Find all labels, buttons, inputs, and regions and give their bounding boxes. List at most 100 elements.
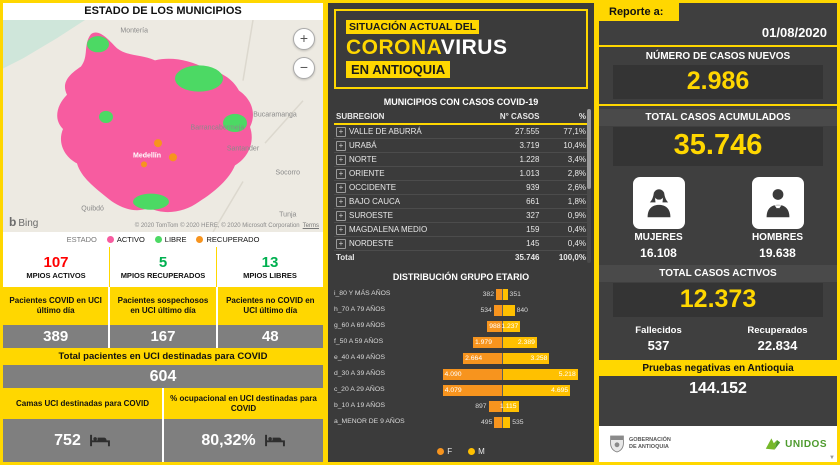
bar-male[interactable]: 2.389 [502,336,537,348]
recuperados-col: Recuperados 22.834 [718,325,837,353]
bed-icon [264,434,285,447]
bar-female[interactable]: 988 [487,320,502,332]
male-half: 535 [501,416,589,428]
subregion-cases: 3.719 [476,138,542,153]
bar-value: 897 [475,402,487,410]
terms-link[interactable]: Terms [302,223,319,229]
bar-value: 4.090 [444,370,462,378]
subregion-row[interactable]: + NORTE 1.228 3,4% [334,152,588,167]
subregion-name: NORTE [349,154,377,164]
subregion-row[interactable]: + OCCIDENTE 939 2,6% [334,180,588,195]
bar-male[interactable]: 3.258 [502,352,550,364]
legend-item-m[interactable]: M [468,447,485,456]
subregion-row[interactable]: + URABÁ 3.719 10,4% [334,138,588,153]
legend-item-recuperado[interactable]: RECUPERADO [196,235,259,244]
expand-icon[interactable]: + [336,126,346,137]
legend-item-f[interactable]: F [437,447,452,456]
expand-icon[interactable]: + [336,182,346,193]
female-half: 4.090 [416,368,502,380]
uci-no-covid-label: Pacientes no COVID en UCI último día [217,287,323,325]
expand-icon[interactable]: + [336,224,346,235]
age-group-label: f_50 A 59 AÑOS [334,337,384,345]
legend-item-libre[interactable]: LIBRE [154,235,186,244]
bar-male[interactable]: 4.695 [502,384,571,396]
camas-value: 752 [54,431,81,449]
bar-male[interactable]: 5.218 [502,368,578,380]
col-pct: % [541,110,588,125]
gov-line1: GOBERNACIÓN [629,437,671,444]
scrollbar-thumb[interactable] [587,109,591,190]
subregion-row[interactable]: + ORIENTE 1.013 2,8% [334,166,588,181]
legend-f-label: F [447,447,453,456]
antioquia-map[interactable]: + − b Bing © 2020 TomTom © 2020 HERE, © 2… [3,20,323,232]
ocupacion-label: % ocupacional en UCI destinadas para COV… [164,388,323,419]
stat-label: MPIOS LIBRES [243,270,297,280]
age-group-label: a_MENOR DE 9 AÑOS [334,417,405,425]
subregion-row[interactable]: + NORDESTE 145 0,4% [334,236,588,251]
chevron-down-icon[interactable]: ▼ [829,455,835,461]
bar-female[interactable] [493,304,502,316]
recuperado-dot-icon [196,236,204,243]
expand-icon[interactable]: + [336,154,346,165]
mujeres-value: 16.108 [640,246,677,260]
bar-value: 2.389 [517,338,535,346]
stat-mpios-libres: 13 MPIOS LIBRES [216,247,323,287]
bar-female[interactable]: 4.090 [442,368,502,380]
bar-female[interactable] [488,400,502,412]
zoom-out-button[interactable]: − [293,57,315,79]
subregion-row[interactable]: + BAJO CAUCA 661 1,8% [334,194,588,209]
report-panel: Reporte a: 01/08/2020 NÚMERO DE CASOS NU… [599,3,837,462]
subregion-name: NORDESTE [349,238,394,248]
bar-male[interactable]: 1.115 [500,400,519,412]
municipio-stats: 107 MPIOS ACTIVOS 5 MPIOS RECUPERADOS 13… [3,247,323,287]
table-scrollbar[interactable] [587,109,591,263]
subregion-cases: 145 [476,236,542,251]
subregion-cases: 27.555 [476,124,542,139]
report-label: Reporte a: [599,3,680,21]
uci-total-value: 604 [3,365,323,388]
legend-item-activo[interactable]: ACTIVO [106,235,145,244]
subregion-row[interactable]: + VALLE DE ABURRÁ 27.555 77,1% [334,124,588,139]
bar-male[interactable]: 1.237 [501,320,521,332]
bar-male[interactable] [502,304,515,316]
map-attribution: © 2020 TomTom © 2020 HERE, © 2020 Micros… [135,223,319,229]
expand-icon[interactable]: + [336,210,346,221]
new-cases-value: 2.986 [613,65,823,99]
bar-male[interactable] [502,288,508,300]
uci-sospechosos-label: Pacientes sospechosos en UCI último día [110,287,216,325]
bar-female[interactable]: 4.079 [442,384,502,396]
bing-logo[interactable]: b Bing [9,215,38,229]
mujeres-col: MUJERES 16.108 [599,177,718,260]
negative-tests-value: 144.152 [689,380,747,397]
subregion-pct: 10,4% [541,138,588,153]
uci-bottom-labels: Camas UCI destinadas para COVID % ocupac… [3,388,323,419]
total-casos: 35.746 [476,250,542,263]
bar-female[interactable] [494,416,502,428]
bar-female[interactable] [496,288,502,300]
bar-female[interactable]: 1.979 [472,336,502,348]
zoom-in-button[interactable]: + [293,28,315,50]
fallecidos-value: 537 [647,338,670,353]
age-group-label: h_70 A 79 AÑOS [334,305,386,313]
expand-icon[interactable]: + [336,140,346,151]
pyramid-legend: F M [334,447,588,456]
uci-covid-label: Pacientes COVID en UCI último día [3,287,109,325]
pyramid-row: g_60 A 69 AÑOS 988 1.237 [334,318,588,334]
expand-icon[interactable]: + [336,238,346,249]
mujeres-icon-card [632,177,685,229]
subregion-cases: 1.013 [476,166,542,181]
bar-value: 1.979 [474,338,492,346]
subregion-pct: 2,8% [541,166,588,181]
expand-icon[interactable]: + [336,168,346,179]
expand-icon[interactable]: + [336,196,346,207]
bar-male[interactable] [502,416,511,428]
male-half: 351 [501,288,589,300]
subregion-row[interactable]: + SUROESTE 327 0,9% [334,208,588,223]
subregion-row[interactable]: + MAGDALENA MEDIO 159 0,4% [334,222,588,237]
bar-value: 495 [481,418,493,426]
f-dot-icon [437,448,445,455]
fallecidos-label: Fallecidos [635,325,682,336]
pyramid-row: b_10 A 19 AÑOS 897 1.115 [334,398,588,414]
bar-female[interactable]: 2.664 [463,352,502,364]
mujeres-label: MUJERES [634,232,683,243]
